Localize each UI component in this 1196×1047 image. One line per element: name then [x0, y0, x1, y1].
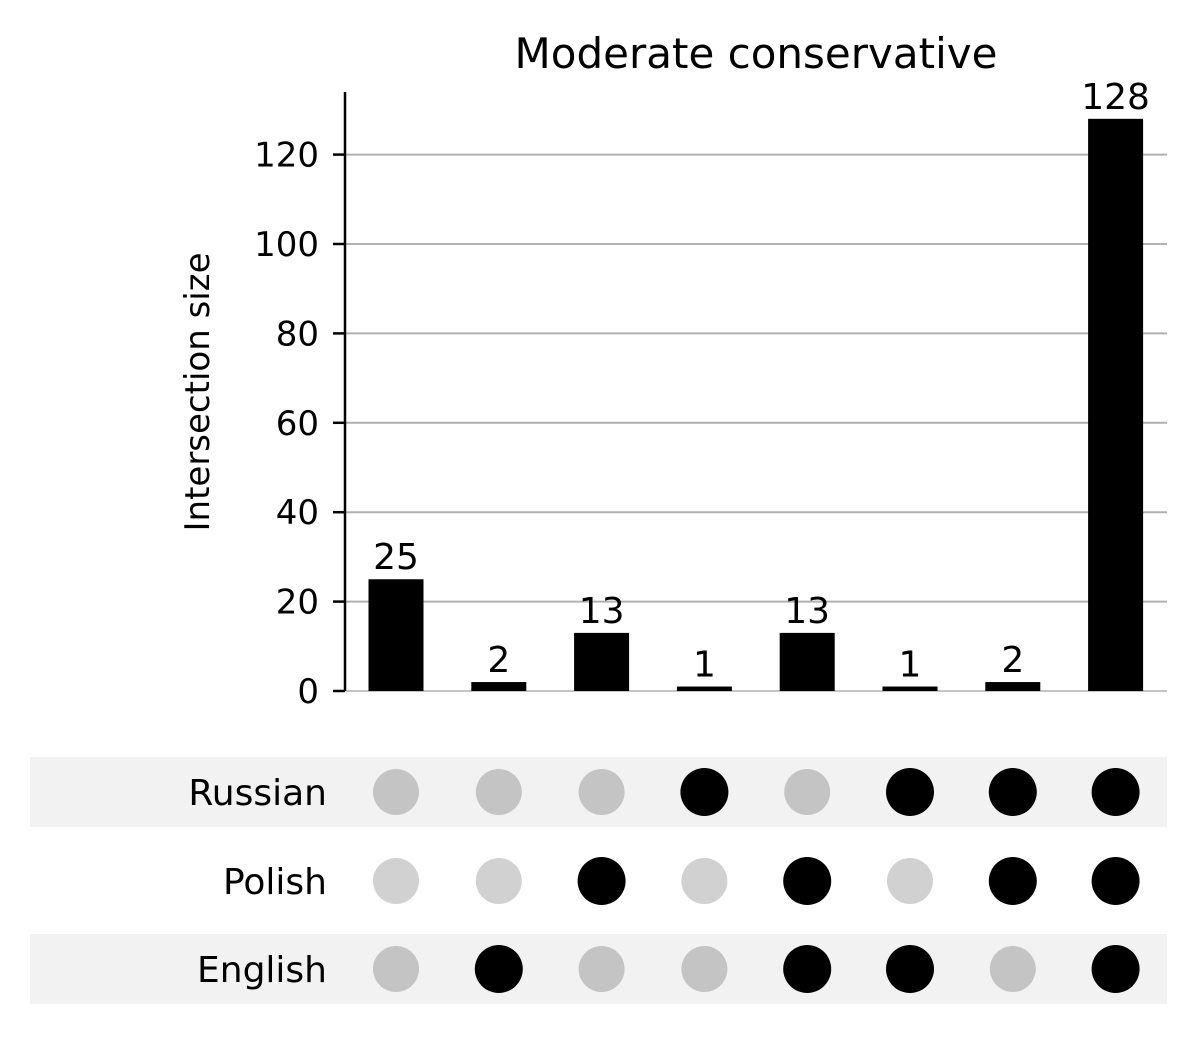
matrix-dot-active — [783, 945, 832, 993]
matrix-dot-inactive — [681, 946, 728, 992]
matrix-dot-active — [988, 857, 1037, 905]
matrix-dot-inactive — [373, 769, 419, 815]
bar — [1088, 118, 1144, 691]
matrix-dot-active — [1091, 945, 1140, 993]
matrix-dot-active — [783, 857, 832, 905]
matrix-dot-inactive — [373, 858, 419, 904]
y-tick-label: 120 — [254, 136, 319, 176]
bar — [574, 632, 630, 691]
bar-value-label: 2 — [487, 640, 510, 681]
bar — [985, 682, 1041, 691]
matrix-dot-active — [886, 945, 934, 993]
set-label-russian: Russian — [188, 773, 327, 814]
matrix-dot-inactive — [475, 858, 522, 904]
y-tick-label: 0 — [297, 672, 319, 712]
bar-value-label: 1 — [899, 645, 922, 686]
matrix-dot-inactive — [475, 769, 522, 815]
bar-value-label: 128 — [1081, 77, 1150, 118]
set-labels: Russian Polish English — [188, 773, 327, 991]
y-axis-label: Intersection size — [178, 253, 218, 532]
set-label-polish: Polish — [223, 862, 327, 903]
bar — [471, 682, 527, 691]
y-tick-label: 40 — [276, 493, 319, 533]
y-tick-label: 20 — [276, 583, 319, 623]
matrix-dot-inactive — [887, 858, 933, 904]
chart-title: Moderate conservative — [515, 29, 998, 78]
bar-value-label: 1 — [693, 645, 716, 686]
matrix-dots — [373, 768, 1140, 993]
bar — [779, 632, 835, 691]
matrix-dot-inactive — [373, 946, 419, 992]
matrix-dot-active — [988, 768, 1037, 816]
matrix-dot-active — [577, 857, 626, 905]
set-label-english: English — [197, 950, 327, 991]
matrix-dot-inactive — [989, 946, 1036, 992]
bar — [676, 686, 732, 691]
matrix-dot-inactive — [578, 769, 625, 815]
matrix-dot-active — [886, 768, 934, 816]
bar — [882, 686, 938, 691]
matrix-dot-inactive — [784, 769, 831, 815]
y-axis: 0 20 40 60 80 100 120 — [254, 92, 347, 712]
grid-lines — [345, 153, 1167, 692]
matrix-dot-active — [474, 945, 523, 993]
y-tick-label: 80 — [276, 314, 319, 354]
matrix-dot-active — [1091, 768, 1140, 816]
bars — [368, 118, 1144, 691]
bar-value-label: 13 — [784, 591, 830, 632]
matrix-dot-active — [680, 768, 729, 816]
matrix-dot-inactive — [681, 858, 728, 904]
bar-value-label: 13 — [579, 591, 625, 632]
bar-value-label: 25 — [373, 537, 419, 578]
y-tick-label: 100 — [254, 225, 319, 265]
bar-value-labels: 25 2 13 1 13 1 2 128 — [373, 77, 1150, 686]
bar — [368, 579, 424, 691]
y-tick-label: 60 — [276, 404, 319, 444]
matrix-dot-inactive — [578, 946, 625, 992]
bar-value-label: 2 — [1001, 640, 1024, 681]
matrix-dot-active — [1091, 857, 1140, 905]
